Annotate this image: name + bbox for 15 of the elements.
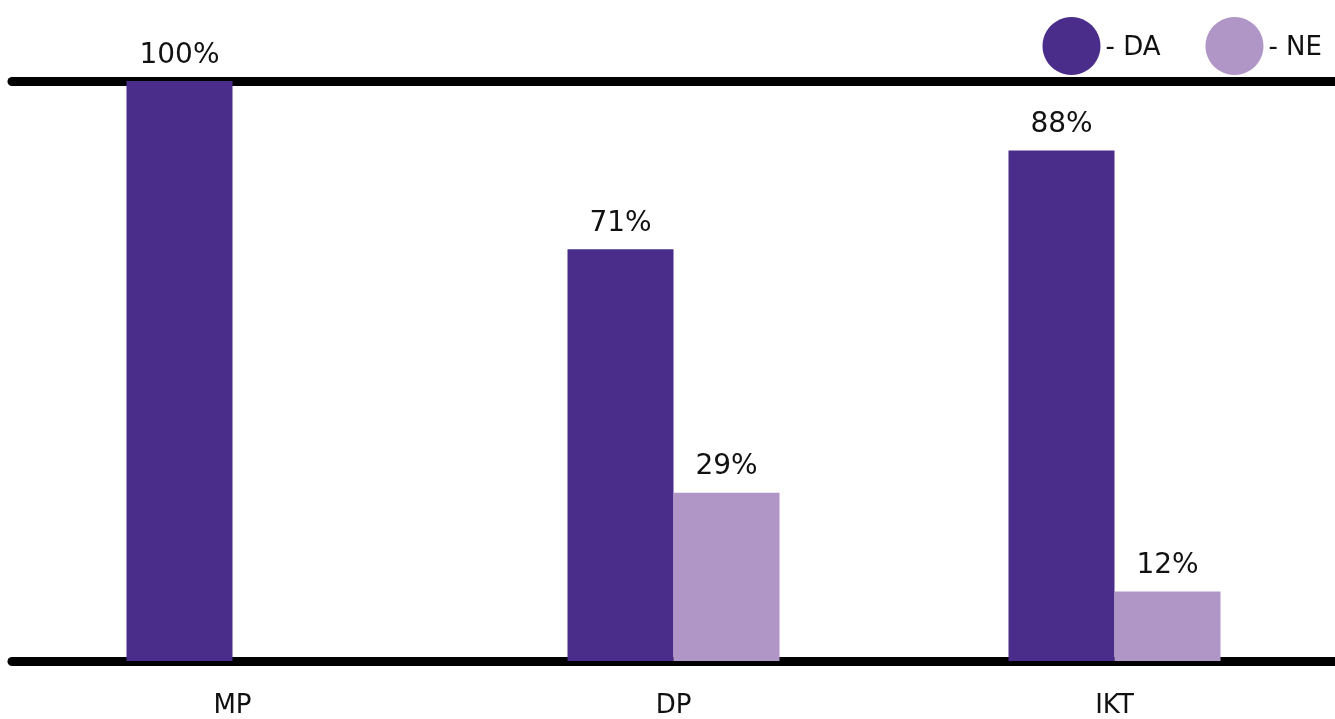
data-label: 12%	[1136, 546, 1199, 580]
data-label: 71%	[589, 204, 652, 238]
data-label: 100%	[139, 36, 220, 70]
bar	[567, 249, 674, 661]
bar	[673, 492, 780, 661]
bar	[126, 81, 233, 661]
x-tick-label: DP	[655, 689, 692, 719]
bar	[1114, 591, 1221, 661]
x-tick-label: MP	[213, 689, 252, 719]
bar	[1008, 150, 1115, 661]
data-label: 88%	[1030, 106, 1093, 140]
legend-label: - DA	[1105, 31, 1161, 61]
x-tick-label: IKT	[1095, 689, 1134, 719]
data-label: 29%	[695, 448, 758, 482]
legend-label: - NE	[1268, 31, 1323, 61]
